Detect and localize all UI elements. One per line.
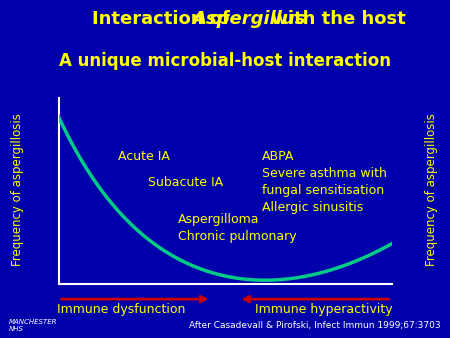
Text: Aspergilloma
Chronic pulmonary: Aspergilloma Chronic pulmonary — [178, 213, 297, 243]
Text: with the host: with the host — [265, 9, 406, 28]
Text: MANCHESTER
NHS: MANCHESTER NHS — [9, 319, 58, 332]
Text: Acute IA: Acute IA — [118, 150, 170, 163]
Text: After Casadevall & Pirofski, Infect Immun 1999;67:3703: After Casadevall & Pirofski, Infect Immu… — [189, 321, 441, 330]
Text: ABPA
Severe asthma with
fungal sensitisation
Allergic sinusitis: ABPA Severe asthma with fungal sensitisa… — [261, 150, 387, 214]
Text: Immune dysfunction: Immune dysfunction — [57, 303, 186, 316]
Text: Frequency of aspergillosis: Frequency of aspergillosis — [426, 113, 438, 266]
Text: Interaction of: Interaction of — [92, 9, 236, 28]
Text: A unique microbial-host interaction: A unique microbial-host interaction — [59, 52, 391, 70]
Text: Subacute IA: Subacute IA — [148, 176, 224, 189]
Text: Immune hyperactivity: Immune hyperactivity — [255, 303, 393, 316]
Text: Frequency of aspergillosis: Frequency of aspergillosis — [12, 113, 24, 266]
Text: Aspergillus: Aspergillus — [192, 9, 305, 28]
